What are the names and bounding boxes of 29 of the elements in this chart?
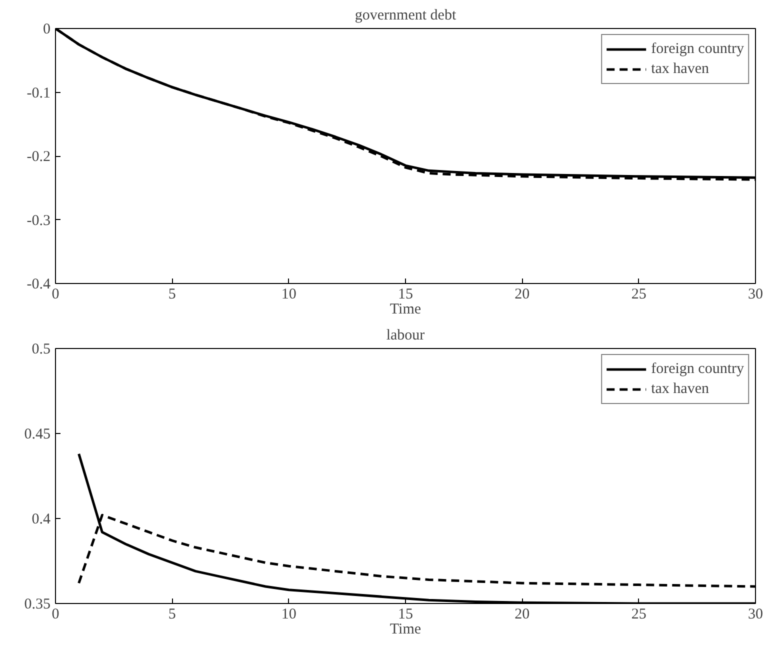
x-tick-label: 10 xyxy=(281,606,296,622)
y-tick-label: -0.1 xyxy=(26,85,51,102)
legend-label: tax haven xyxy=(651,60,709,78)
x-tick-label: 20 xyxy=(514,606,530,622)
x-tick-label: 5 xyxy=(168,606,176,622)
x-tick-label: 25 xyxy=(631,606,646,622)
y-tick-label: 0.5 xyxy=(32,342,50,358)
y-tick-label: 0.4 xyxy=(32,512,51,528)
legend-label: foreign country xyxy=(651,40,744,58)
x-axis-title: Time xyxy=(390,622,422,638)
legend-label: tax haven xyxy=(651,380,709,398)
y-tick-label: -0.4 xyxy=(26,276,51,292)
chart-title: labour xyxy=(386,328,425,344)
x-tick-label: 15 xyxy=(398,286,413,302)
chart-title: government debt xyxy=(354,8,457,24)
x-tick-label: 20 xyxy=(514,286,530,302)
x-tick-label: 30 xyxy=(748,606,763,622)
x-axis-title: Time xyxy=(390,302,422,318)
x-tick-label: 15 xyxy=(398,606,413,622)
x-tick-label: 30 xyxy=(748,286,763,302)
y-tick-label: -0.2 xyxy=(26,149,51,165)
x-tick-label: 10 xyxy=(281,286,296,302)
x-tick-label: 5 xyxy=(168,286,176,302)
y-tick-label: 0 xyxy=(43,22,50,38)
x-tick-label: 25 xyxy=(631,286,646,302)
y-tick-label: -0.3 xyxy=(26,212,51,229)
y-tick-label: 0.35 xyxy=(24,596,50,612)
legend-label: foreign country xyxy=(651,360,744,378)
y-tick-label: 0.45 xyxy=(24,426,50,442)
